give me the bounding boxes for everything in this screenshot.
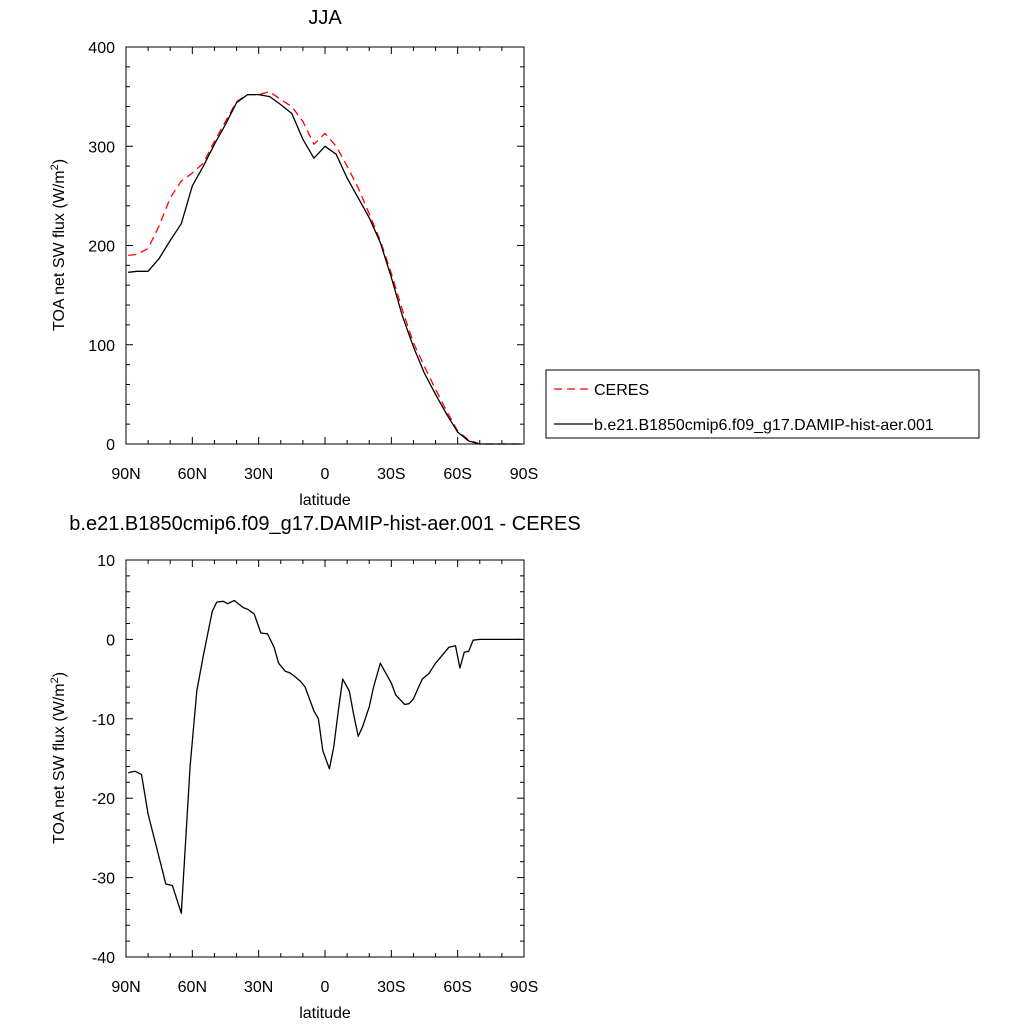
- x-axis-label: latitude: [299, 492, 351, 509]
- x-tick-label: 60N: [178, 466, 207, 483]
- x-tick-label: 0: [321, 979, 330, 996]
- plot-frame: [125, 46, 525, 445]
- x-tick-label: 0: [321, 466, 330, 483]
- y-tick-label: 400: [88, 40, 115, 57]
- chart-title: JJA: [308, 7, 342, 29]
- series-line-ceres: [128, 91, 522, 445]
- y-tick-label: 0: [106, 437, 115, 454]
- y-tick-labels: -40 -30 -20 -10 0 10: [92, 553, 115, 967]
- y-tick-label: 200: [88, 239, 115, 256]
- x-tick-label: 60S: [443, 979, 471, 996]
- axis-ticks: [125, 46, 525, 445]
- y-tick-label: -40: [92, 950, 115, 967]
- series-line-diff-0: [128, 599, 522, 914]
- legend: CERES b.e21.B1850cmip6.f09_g17.DAMIP-his…: [545, 369, 980, 439]
- y-axis-label-main: TOA net SW flux (W/m: [51, 683, 68, 844]
- axis-ticks: [125, 559, 525, 958]
- y-tick-label: -30: [92, 871, 115, 888]
- x-tick-label: 60S: [443, 466, 471, 483]
- y-tick-label: 0: [106, 632, 115, 649]
- y-tick-label: 300: [88, 139, 115, 156]
- x-tick-label: 30N: [244, 466, 273, 483]
- y-axis-label: TOA net SW flux (W/m2): [49, 672, 68, 844]
- series-line-b-e21-b1850cmip6-f09-g17-damip-hist-aer-001: [128, 93, 522, 445]
- panel-zonal-mean: JJA 90N 60N 30N 0 30S 60S 90S 0 100 200 300 400 la…: [49, 7, 538, 509]
- y-axis-label-superscript: 2: [49, 164, 61, 170]
- y-tick-label: 10: [97, 553, 115, 570]
- x-tick-labels: 90N 60N 30N 0 30S 60S 90S: [111, 979, 538, 996]
- x-tick-label: 30N: [244, 979, 273, 996]
- y-axis-label-main: TOA net SW flux (W/m: [51, 170, 68, 331]
- y-tick-labels: 0 100 200 300 400: [88, 40, 115, 454]
- x-tick-label: 90S: [510, 979, 538, 996]
- x-tick-label: 30S: [377, 979, 405, 996]
- series-lines: [128, 91, 522, 445]
- series-lines: [128, 599, 522, 914]
- legend-label-model: b.e21.B1850cmip6.f09_g17.DAMIP-hist-aer.…: [594, 417, 934, 434]
- y-axis-label-close: ): [51, 159, 68, 164]
- y-tick-label: 100: [88, 338, 115, 355]
- panel-difference: b.e21.B1850cmip6.f09_g17.DAMIP-hist-aer.…: [49, 513, 581, 1022]
- y-axis-label: TOA net SW flux (W/m2): [49, 159, 68, 331]
- x-tick-labels: 90N 60N 30N 0 30S 60S 90S: [111, 466, 538, 483]
- legend-box: [545, 369, 980, 439]
- chart-title: b.e21.B1850cmip6.f09_g17.DAMIP-hist-aer.…: [69, 513, 580, 535]
- y-axis-label-superscript: 2: [49, 677, 61, 683]
- legend-label-ceres: CERES: [594, 382, 649, 399]
- x-tick-label: 60N: [178, 979, 207, 996]
- x-axis-label: latitude: [299, 1005, 351, 1022]
- x-tick-label: 90N: [111, 466, 140, 483]
- y-tick-label: -20: [92, 791, 115, 808]
- x-tick-label: 90S: [510, 466, 538, 483]
- x-tick-label: 90N: [111, 979, 140, 996]
- y-axis-label-close: ): [51, 672, 68, 677]
- x-tick-label: 30S: [377, 466, 405, 483]
- y-tick-label: -10: [92, 712, 115, 729]
